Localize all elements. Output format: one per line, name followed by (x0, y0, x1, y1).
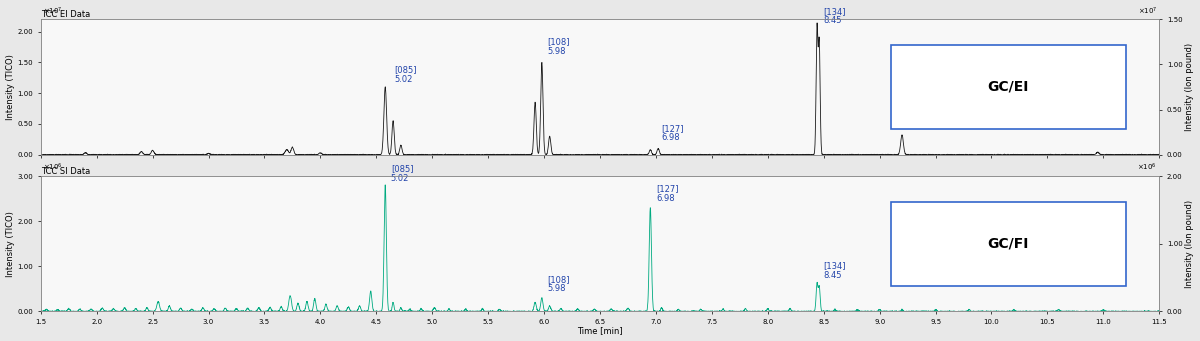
Text: [085]
5.02: [085] 5.02 (391, 164, 413, 183)
Text: [127]
6.98: [127] 6.98 (656, 184, 678, 203)
Text: $\times$10$^7$: $\times$10$^7$ (43, 5, 62, 16)
Y-axis label: Intensity (Ion pound): Intensity (Ion pound) (1186, 199, 1194, 288)
Text: [127]
6.98: [127] 6.98 (661, 124, 684, 142)
Y-axis label: Intensity (Ion pound): Intensity (Ion pound) (1186, 43, 1194, 131)
Text: [108]
5.98: [108] 5.98 (547, 275, 570, 293)
Y-axis label: Intensity (TICO): Intensity (TICO) (6, 211, 14, 277)
Text: [134]
8.45: [134] 8.45 (823, 7, 846, 25)
FancyBboxPatch shape (890, 45, 1126, 129)
Text: GC/EI: GC/EI (988, 80, 1028, 94)
Text: $\times$10$^6$: $\times$10$^6$ (43, 162, 62, 173)
Text: [085]
5.02: [085] 5.02 (394, 65, 416, 84)
Y-axis label: Intensity (TICO): Intensity (TICO) (6, 54, 14, 120)
Text: $\times$10$^6$: $\times$10$^6$ (1138, 162, 1157, 173)
FancyBboxPatch shape (890, 202, 1126, 286)
Text: [134]
8.45: [134] 8.45 (823, 261, 846, 280)
X-axis label: Time [min]: Time [min] (577, 326, 623, 336)
Text: $\times$10$^7$: $\times$10$^7$ (1138, 5, 1157, 16)
Text: TCC EI Data: TCC EI Data (41, 10, 90, 19)
Text: GC/FI: GC/FI (988, 237, 1028, 251)
Text: [108]
5.98: [108] 5.98 (547, 38, 570, 56)
Text: TCC SI Data: TCC SI Data (41, 167, 90, 176)
